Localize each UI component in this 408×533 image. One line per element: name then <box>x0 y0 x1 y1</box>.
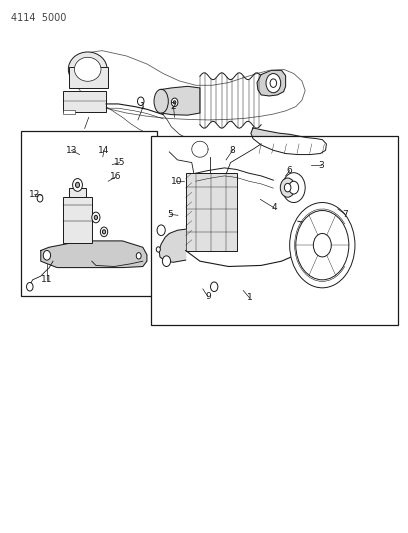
Circle shape <box>296 211 349 280</box>
Bar <box>63 91 106 112</box>
Circle shape <box>137 97 144 106</box>
Text: 11: 11 <box>41 276 53 284</box>
Circle shape <box>37 195 43 202</box>
Circle shape <box>313 233 331 257</box>
Ellipse shape <box>74 58 101 82</box>
Circle shape <box>157 225 165 236</box>
Bar <box>69 67 108 88</box>
Circle shape <box>266 74 281 93</box>
Bar <box>186 173 237 251</box>
Bar <box>63 197 92 243</box>
Bar <box>63 110 75 114</box>
Text: 4: 4 <box>271 204 277 212</box>
Text: 10: 10 <box>171 177 182 185</box>
Circle shape <box>173 101 176 104</box>
Circle shape <box>92 212 100 223</box>
Circle shape <box>100 227 108 237</box>
Text: 12: 12 <box>29 190 40 199</box>
Circle shape <box>156 247 160 252</box>
Text: 2: 2 <box>171 102 176 111</box>
Polygon shape <box>251 128 326 155</box>
Bar <box>21 131 157 296</box>
Bar <box>69 188 86 197</box>
Text: 1: 1 <box>247 294 253 302</box>
Text: 16: 16 <box>110 173 122 181</box>
Circle shape <box>284 183 291 192</box>
Circle shape <box>73 179 82 191</box>
Ellipse shape <box>69 52 107 86</box>
Circle shape <box>94 215 98 220</box>
Circle shape <box>289 181 299 194</box>
Polygon shape <box>159 229 186 262</box>
Circle shape <box>171 98 178 107</box>
Text: 14: 14 <box>98 146 110 155</box>
Text: 4114  5000: 4114 5000 <box>11 13 66 23</box>
Text: 7: 7 <box>342 210 348 219</box>
Polygon shape <box>161 86 200 115</box>
Text: 13: 13 <box>66 146 77 155</box>
Circle shape <box>136 253 141 259</box>
Polygon shape <box>41 241 147 268</box>
Ellipse shape <box>154 89 169 114</box>
Text: 1: 1 <box>140 102 146 111</box>
Text: 5: 5 <box>167 210 173 219</box>
Circle shape <box>211 282 218 292</box>
Circle shape <box>102 230 106 234</box>
Circle shape <box>270 79 277 87</box>
Bar <box>151 136 398 325</box>
Circle shape <box>162 256 171 266</box>
Circle shape <box>75 182 80 188</box>
Circle shape <box>43 251 51 260</box>
Text: 6: 6 <box>287 166 293 175</box>
Text: 3: 3 <box>318 161 324 169</box>
Text: 9: 9 <box>205 293 211 301</box>
Text: 15: 15 <box>114 158 125 167</box>
Text: 8: 8 <box>230 146 235 155</box>
Circle shape <box>27 282 33 291</box>
Polygon shape <box>257 70 286 96</box>
Circle shape <box>290 203 355 288</box>
Circle shape <box>280 178 295 197</box>
Circle shape <box>282 173 305 203</box>
